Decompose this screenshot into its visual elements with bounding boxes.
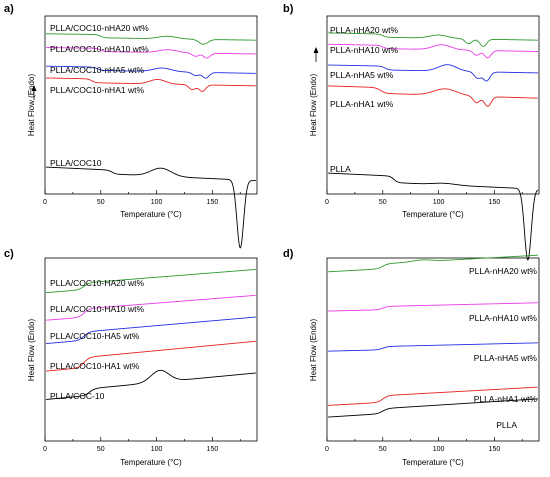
panel-c-curve-4 xyxy=(46,369,256,400)
panel-d-xtick-0: 0 xyxy=(325,446,329,453)
panel-c-curves xyxy=(46,268,256,400)
panel-c-xtick-100: 100 xyxy=(151,446,163,453)
panel-c-xtick-0: 0 xyxy=(43,446,47,453)
panel-d-letter: d) xyxy=(283,248,294,260)
panel-b-letter: b) xyxy=(283,3,294,15)
panel-a-xtick-150: 150 xyxy=(207,199,219,206)
panel-b-label-plla: PLLA xyxy=(330,164,351,174)
panel-d-label-nha1: PLLA-nHA1 wt% xyxy=(474,394,538,404)
panel-d-xtick-150: 150 xyxy=(489,446,501,453)
panel-c-label-coc10: PLLA/COC-10 xyxy=(50,391,105,401)
panel-b-y-axis-title: Heat Flow (Endo) xyxy=(309,74,318,137)
panel-b-curve-1 xyxy=(328,43,538,59)
panel-b: b) 0 50 100 150 Temperature (°C) Heat Fl… xyxy=(283,3,540,261)
panel-a-label-nha1: PLLA/COC10-nHA1 wt% xyxy=(50,85,144,95)
panel-d-label-nha10: PLLA-nHA10 wt% xyxy=(469,313,537,323)
panel-a-endo-arrow xyxy=(31,85,37,100)
panel-a-xtick-50: 50 xyxy=(97,199,105,206)
panel-d-label-nha20: PLLA-nHA20 wt% xyxy=(469,266,537,276)
panel-c-label-ha5: PLLA/COC10-HA5 wt% xyxy=(50,331,140,341)
panel-d-frame xyxy=(326,257,540,442)
panel-d-curve-1 xyxy=(328,302,538,312)
panel-b-label-nha5: PLLA-nHA5 wt% xyxy=(330,70,394,80)
panel-a-curve-2 xyxy=(46,65,256,79)
panel-c-xtick-50: 50 xyxy=(97,446,105,453)
panel-d-xtick-100: 100 xyxy=(433,446,445,453)
panel-a-label-nha5: PLLA/COC10-nHA5 wt% xyxy=(50,65,144,75)
panel-a-frame xyxy=(44,15,258,195)
panel-d-x-ticks xyxy=(326,437,523,441)
panel-d-y-axis-title: Heat Flow (Endo) xyxy=(309,319,318,382)
panel-b-frame xyxy=(326,15,540,195)
panel-a-curve-1 xyxy=(46,47,256,59)
panel-b-xtick-100: 100 xyxy=(433,199,445,206)
panel-c-xtick-150: 150 xyxy=(207,446,219,453)
panel-b-endo-arrow xyxy=(313,47,319,62)
panel-c-label-ha1: PLLA/COC10-HA1 wt% xyxy=(50,361,140,371)
panel-a-label-nha10: PLLA/COC10-nHA10 wt% xyxy=(50,44,149,54)
panel-d-xtick-50: 50 xyxy=(379,446,387,453)
panel-b-curve-0 xyxy=(328,32,538,47)
panel-b-xtick-0: 0 xyxy=(325,199,329,206)
panel-a-y-axis-title: Heat Flow (Endo) xyxy=(27,74,36,137)
panel-d-curve-2 xyxy=(328,342,538,352)
panel-d-curve-0 xyxy=(328,254,538,273)
panel-a-label-coc10: PLLA/COC10 xyxy=(50,158,102,168)
panel-b-label-nha1: PLLA-nHA1 wt% xyxy=(330,99,394,109)
panel-c-frame xyxy=(44,257,258,442)
panel-c-x-ticks xyxy=(44,437,241,441)
panel-d-label-nha5: PLLA-nHA5 wt% xyxy=(474,353,538,363)
panel-c-y-axis-title: Heat Flow (Endo) xyxy=(27,319,36,382)
panel-b-label-nha10: PLLA-nHA10 wt% xyxy=(330,45,398,55)
panel-a-label-nha20: PLLA/COC10-nHA20 wt% xyxy=(50,23,149,33)
panel-a-x-ticks xyxy=(44,190,241,194)
panel-b-label-nha20: PLLA-nHA20 wt% xyxy=(330,25,398,35)
panel-b-curve-3 xyxy=(328,85,538,107)
panel-c-curve-0 xyxy=(46,268,256,294)
panel-b-x-axis-title: Temperature (°C) xyxy=(402,210,464,219)
panel-d-curves xyxy=(328,254,538,418)
panel-d-x-axis-title: Temperature (°C) xyxy=(402,458,464,467)
panel-b-x-ticks xyxy=(326,190,523,194)
panel-c-label-ha10: PLLA/COC10-HA10 wt% xyxy=(50,304,144,314)
panel-d-label-plla: PLLA xyxy=(496,420,517,430)
panel-a: a) 0 50 100 150 Temperature (°C) Heat Fl… xyxy=(4,3,258,249)
panel-b-curve-4 xyxy=(328,172,539,261)
panel-b-xtick-50: 50 xyxy=(379,199,387,206)
panel-c-curve-3 xyxy=(46,340,256,372)
panel-b-xtick-150: 150 xyxy=(489,199,501,206)
panel-d: d) 0 50 100 150 Temperature (°C) Heat Fl… xyxy=(283,248,540,467)
panel-a-xtick-100: 100 xyxy=(151,199,163,206)
panel-b-curve-2 xyxy=(328,64,538,82)
panel-c: c) 0 50 100 150 Temperature (°C) Heat Fl… xyxy=(4,248,258,467)
panel-a-curve-0 xyxy=(46,33,256,45)
panel-a-letter: a) xyxy=(4,3,14,15)
panel-c-curve-2 xyxy=(46,316,256,345)
panel-d-curve-4 xyxy=(328,398,538,418)
panel-a-xtick-0: 0 xyxy=(43,199,47,206)
panel-b-curves xyxy=(328,32,539,261)
panel-c-letter: c) xyxy=(4,248,14,260)
panel-c-x-axis-title: Temperature (°C) xyxy=(120,458,182,467)
panel-a-curve-4 xyxy=(46,166,256,249)
panel-a-curves xyxy=(46,33,256,249)
panel-c-curve-1 xyxy=(46,294,256,321)
panel-d-curve-3 xyxy=(328,386,538,406)
panel-a-curve-3 xyxy=(46,77,256,92)
panel-c-label-ha20: PLLA/COC10-HA20 wt% xyxy=(50,278,144,288)
panel-a-x-axis-title: Temperature (°C) xyxy=(120,210,182,219)
